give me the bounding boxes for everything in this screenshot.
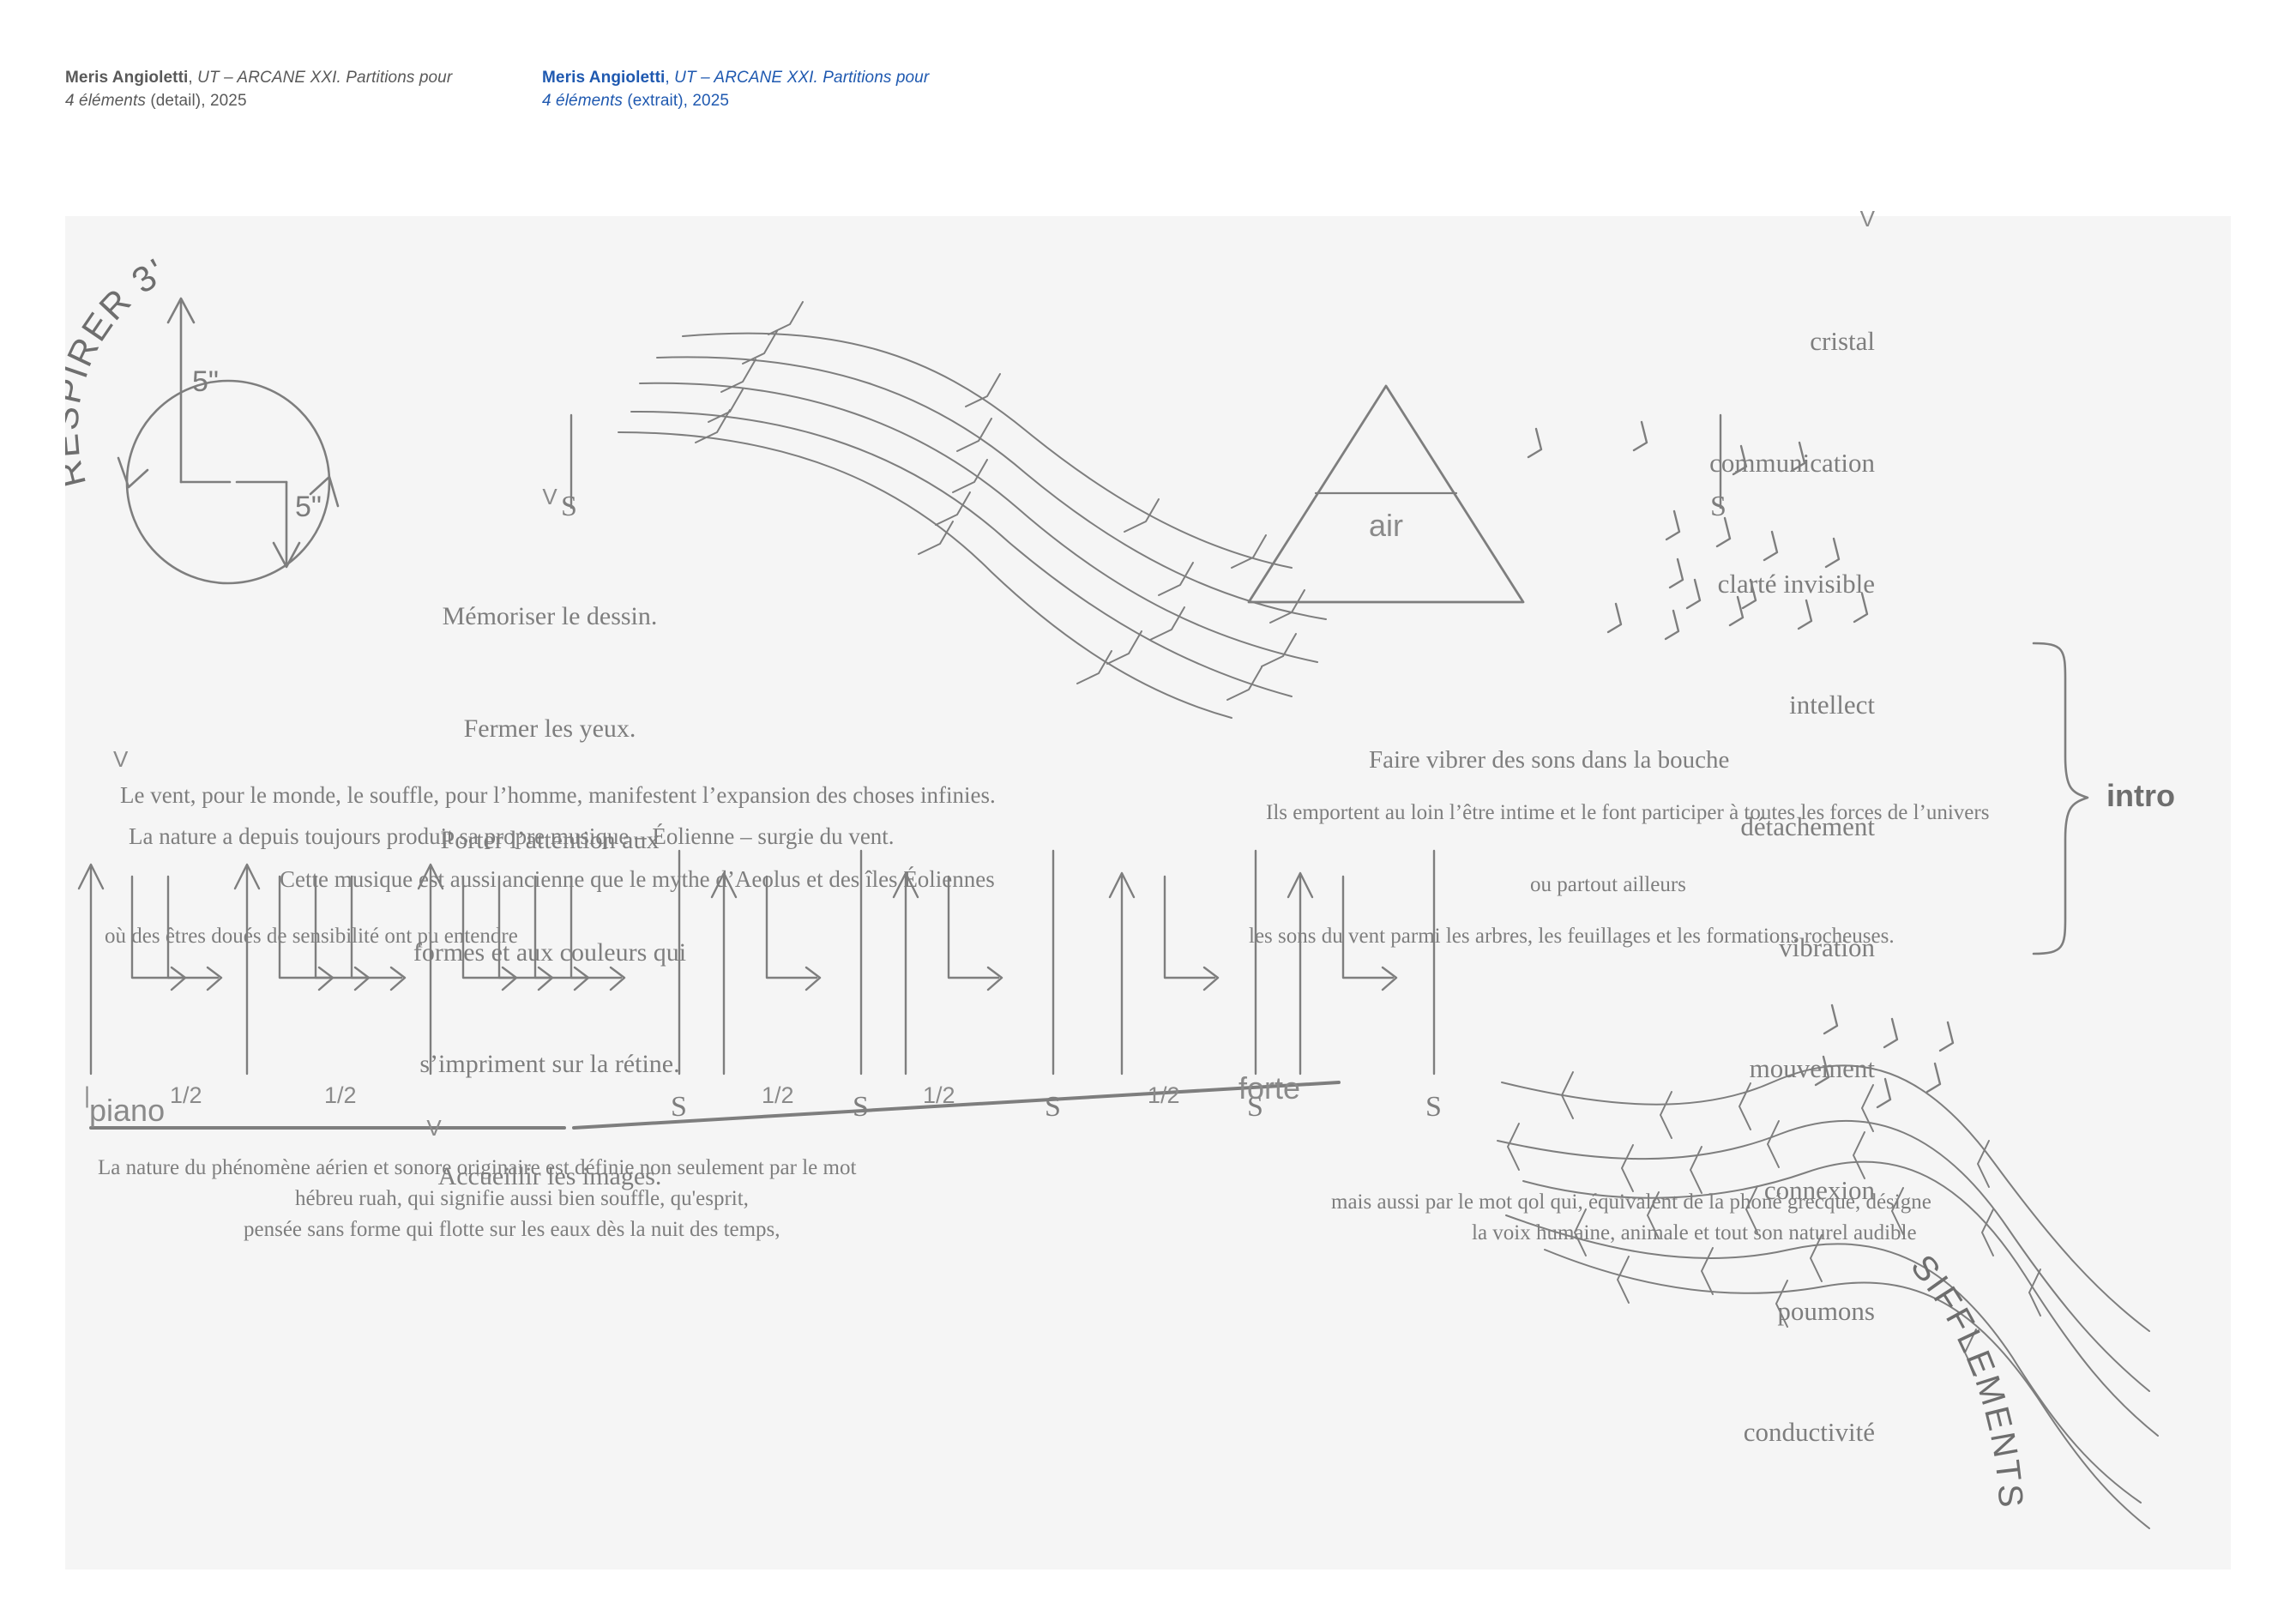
attribute-item-7: connexion (1763, 1174, 1875, 1205)
body-left-line-2: Cette musique est aussi ancienne que le … (280, 866, 995, 892)
body-left-line-1: La nature a depuis toujours produit sa p… (129, 823, 895, 849)
caption-left-artist: Meris Angioletti (65, 69, 189, 87)
wind-streamlines-lower (1497, 1064, 2159, 1529)
footer-right-line-1: la voix humaine, animale et tout son nat… (1472, 1221, 1917, 1244)
body-right-line-3: les sons du vent parmi les arbres, les f… (1249, 925, 1895, 948)
attribute-item-8: poumons (1777, 1295, 1875, 1326)
attribute-list-marker: V (1859, 206, 1875, 232)
caption-left-subtitle-italic: 4 éléments (65, 91, 146, 110)
bar-label-3: S (1247, 1091, 1263, 1123)
instructions-text: Mémoriser le dessin. Fermer les yeux. Po… (395, 523, 704, 1232)
intro-brace (2032, 642, 2089, 955)
air-triangle (1247, 384, 1525, 604)
body-left-marker: V (113, 746, 129, 772)
caption-right-title: UT – ARCANE XXI. Partitions pour (674, 69, 930, 87)
body-right-line-1: Ils emportent au loin l’être intime et l… (1266, 801, 1990, 824)
caption-left-comma: , (188, 69, 198, 87)
air-label: air (1368, 508, 1403, 543)
instructions-line-2: Porter l’attention aux (440, 826, 660, 854)
tempo-label-3: 1/2 (762, 1082, 794, 1108)
instructions-line-1: Fermer les yeux. (463, 714, 636, 743)
dynamics-hairpin (89, 1081, 1341, 1130)
attribute-item-9: conductivité (1743, 1417, 1875, 1448)
body-right-line-0: Faire vibrer des sons dans la bouche (1369, 746, 1730, 774)
musical-marks-lower (1814, 1003, 1955, 1109)
bar-label-2: S (1045, 1091, 1061, 1123)
body-right-line-2: ou partout ailleurs (1530, 873, 1686, 896)
bar-label-4: S (1425, 1091, 1442, 1123)
dynamics-forte-label: forte (1238, 1070, 1301, 1106)
caption-right-artist: Meris Angioletti (542, 69, 666, 87)
dynamics-piano-label: piano (89, 1093, 166, 1128)
attribute-item-3: intellect (1789, 690, 1875, 720)
attribute-item-5: vibration (1779, 931, 1875, 962)
instructions-marker: V (542, 484, 557, 509)
body-left-line-0: Le vent, pour le monde, le souffle, pour… (120, 782, 996, 808)
tempo-label-2: 1/2 (324, 1082, 357, 1108)
caption-right-comma: , (665, 69, 675, 87)
attribute-item-0: cristal (1810, 326, 1875, 357)
musical-marks-cluster (1527, 420, 1869, 641)
attribute-item-6: mouvement (1749, 1053, 1875, 1084)
attribute-item-1: communication (1709, 447, 1875, 478)
intro-label: intro (2106, 778, 2175, 813)
artwork-panel: RESPIRER 3' SIFFLEMENTS 5" 5" V Mémorise… (65, 206, 2231, 1570)
exhale-duration-label: 5" (295, 491, 322, 523)
tempo-label-4: 1/2 (923, 1082, 955, 1108)
attribute-item-4: détachement (1740, 810, 1875, 841)
tempo-label-0: | (84, 1082, 91, 1108)
caption-left-title: UT – ARCANE XXI. Partitions pour (197, 69, 453, 87)
footer-left-marker: V (426, 1115, 442, 1141)
caption-left-subtitle-rest: (detail), 2025 (145, 91, 247, 110)
bar-label-0: S (671, 1091, 687, 1123)
inhale-duration-label: 5" (192, 365, 219, 398)
artwork-svg (77, 297, 2159, 1529)
instructions-line-0: Mémoriser le dessin. (442, 602, 658, 630)
footer-left-line-0: La nature du phénomène aérien et sonore … (98, 1156, 857, 1179)
s-marker-bars-top (569, 413, 1722, 509)
wind-streamlines-upper (618, 301, 1327, 719)
footer-left-line-1: hébreu ruah, qui signifie aussi bien sou… (295, 1187, 749, 1210)
footer-right-line-0: mais aussi par le mot qol qui, équivalen… (1331, 1190, 1931, 1214)
body-left-line-3: où des êtres doués de sensibilité ont pu… (105, 925, 518, 948)
caption-right: Meris Angioletti, UT – ARCANE XXI. Parti… (542, 67, 988, 113)
caption-right-subtitle-italic: 4 éléments (542, 91, 623, 110)
attribute-list: cristal communication clarté invisible i… (1437, 240, 1875, 1492)
s-marker-top-right: S (1710, 491, 1727, 522)
attribute-item-2: clarté invisible (1717, 568, 1875, 599)
bar-label-1: S (853, 1091, 869, 1123)
instructions-line-5: Accueillir les images. (437, 1161, 662, 1190)
tempo-label-5: 1/2 (1148, 1082, 1180, 1108)
caption-right-subtitle-rest: (extrait), 2025 (622, 91, 730, 110)
breathing-circle (117, 297, 340, 585)
tempo-label-1: 1/2 (170, 1082, 202, 1108)
instructions-line-4: s’impriment sur la rétine. (419, 1050, 680, 1078)
s-marker-top-left: S (561, 491, 577, 522)
footer-left-line-2: pensée sans forme qui flotte sur les eau… (244, 1218, 780, 1241)
caption-left: Meris Angioletti, UT – ARCANE XXI. Parti… (65, 67, 511, 113)
notation-system (77, 849, 1436, 1076)
instructions-line-3: formes et aux couleurs qui (413, 937, 687, 967)
